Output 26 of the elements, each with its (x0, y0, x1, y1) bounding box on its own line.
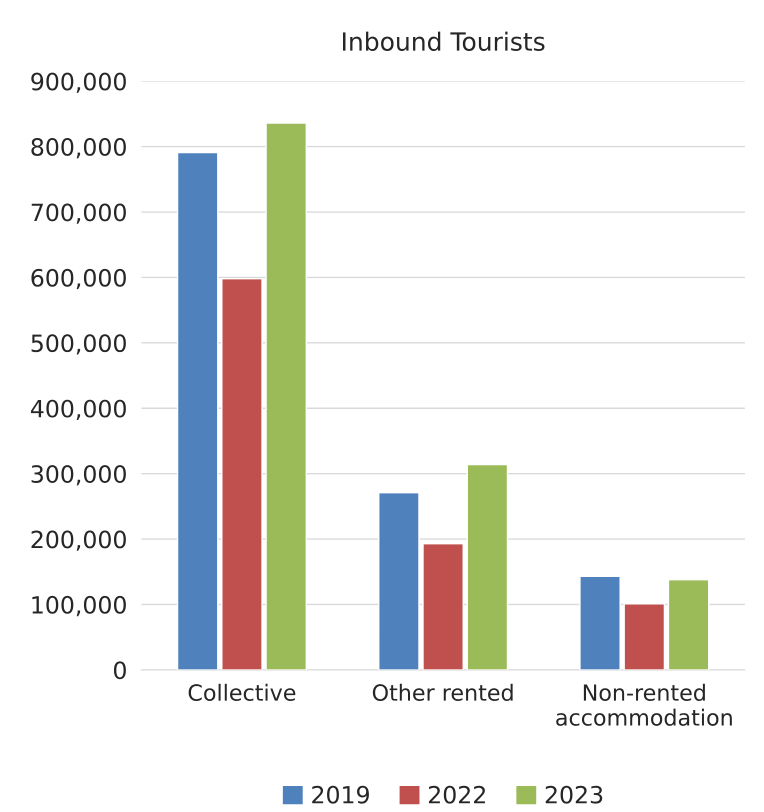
chart-title: Inbound Tourists (343, 32, 544, 51)
bar (668, 578, 710, 670)
y-tick-label: 900,000 (31, 72, 126, 93)
y-tick-label: 700,000 (32, 203, 126, 224)
legend-label: 2022 (428, 786, 485, 804)
y-tick-label: 800,000 (31, 138, 126, 158)
y-tick-label: 500,000 (32, 334, 126, 355)
y-tick-label: 600,000 (31, 268, 126, 290)
bar (422, 542, 464, 670)
legend-label: 2019 (312, 786, 369, 804)
y-tick-label: 300,000 (32, 465, 126, 486)
x-tick-label: Other rented (372, 684, 513, 701)
y-tick-label: 200,000 (32, 530, 126, 551)
legend-label: 2023 (546, 786, 602, 804)
bar (579, 576, 621, 670)
y-tick-label: 0 (114, 661, 126, 680)
y-tick-label: 400,000 (30, 400, 126, 420)
y-tick-label: 100,000 (32, 596, 126, 616)
x-tick-label: Collective (188, 684, 296, 701)
bar (378, 492, 420, 670)
bar (221, 278, 263, 670)
bar (466, 464, 508, 670)
bar (265, 122, 308, 670)
x-tick-label: Non-rented accommodation (556, 684, 732, 726)
bar (176, 152, 218, 670)
bar (623, 603, 666, 670)
